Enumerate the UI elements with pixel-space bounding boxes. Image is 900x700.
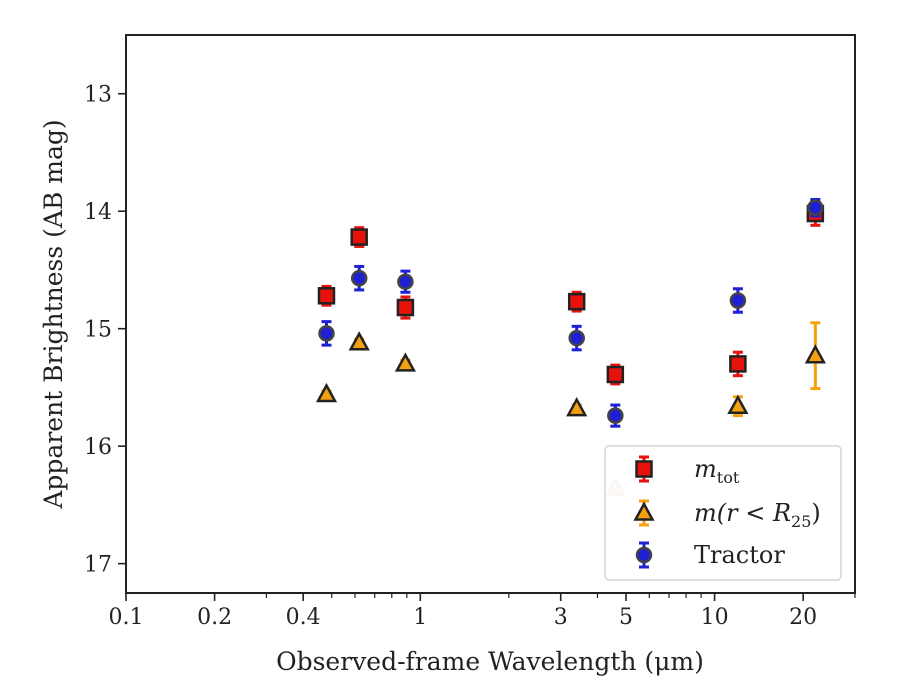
x-tick-label-6: 10 xyxy=(701,605,729,630)
legend-marker-2 xyxy=(635,546,653,564)
triangle-point-6 xyxy=(804,344,826,364)
triangle-point-2 xyxy=(394,352,417,372)
circle-point-5 xyxy=(729,292,747,309)
square-point-2 xyxy=(396,298,415,317)
plot-frame xyxy=(125,34,856,594)
x-tick-label-3: 1 xyxy=(413,605,427,630)
x-axis-label: Observed-frame Wavelength (μm) xyxy=(276,647,704,676)
triangle-point-0 xyxy=(315,382,338,403)
x-tick-label-4: 3 xyxy=(554,605,568,630)
square-point-4 xyxy=(606,365,625,384)
circle-series xyxy=(318,197,824,428)
x-tick-label-7: 20 xyxy=(789,605,817,630)
square-point-1 xyxy=(350,228,368,246)
legend-label-1: m(r < R25) xyxy=(694,499,821,531)
y-axis-label: Apparent Brightness (AB mag) xyxy=(39,119,68,509)
square-point-3 xyxy=(567,292,586,311)
square-point-5 xyxy=(729,355,747,373)
circle-point-4 xyxy=(607,407,624,424)
legend-marker-1 xyxy=(633,501,655,521)
legend-label-0: mtot xyxy=(694,455,740,487)
circle-point-1 xyxy=(350,269,368,287)
y-tick-label-1: 14 xyxy=(84,200,112,225)
y-tick-label-2: 15 xyxy=(84,318,112,343)
x-tick-label-2: 0.4 xyxy=(286,605,321,630)
legend-label-2: Tractor xyxy=(694,541,785,569)
x-tick-label-5: 5 xyxy=(619,605,633,630)
triangle-point-5 xyxy=(727,394,749,414)
circle-point-6 xyxy=(807,199,824,216)
legend-box xyxy=(604,445,842,581)
square-point-0 xyxy=(317,287,336,305)
x-tick-label-0: 0.1 xyxy=(109,605,144,630)
y-tick-label-4: 17 xyxy=(84,553,112,578)
triangle-point-3 xyxy=(566,396,588,417)
y-tick-label-0: 13 xyxy=(84,83,112,108)
y-tick-label-3: 16 xyxy=(84,435,112,460)
circle-point-3 xyxy=(568,329,585,347)
x-tick-label-1: 0.2 xyxy=(197,605,232,630)
square-series xyxy=(317,200,825,386)
marker-layer xyxy=(315,197,826,497)
legend: mtot m(r < R25) Tractor xyxy=(604,445,842,581)
circle-point-2 xyxy=(397,273,414,290)
legend-marker-0 xyxy=(635,460,653,478)
circle-point-0 xyxy=(318,325,335,342)
triangle-point-1 xyxy=(348,331,370,351)
